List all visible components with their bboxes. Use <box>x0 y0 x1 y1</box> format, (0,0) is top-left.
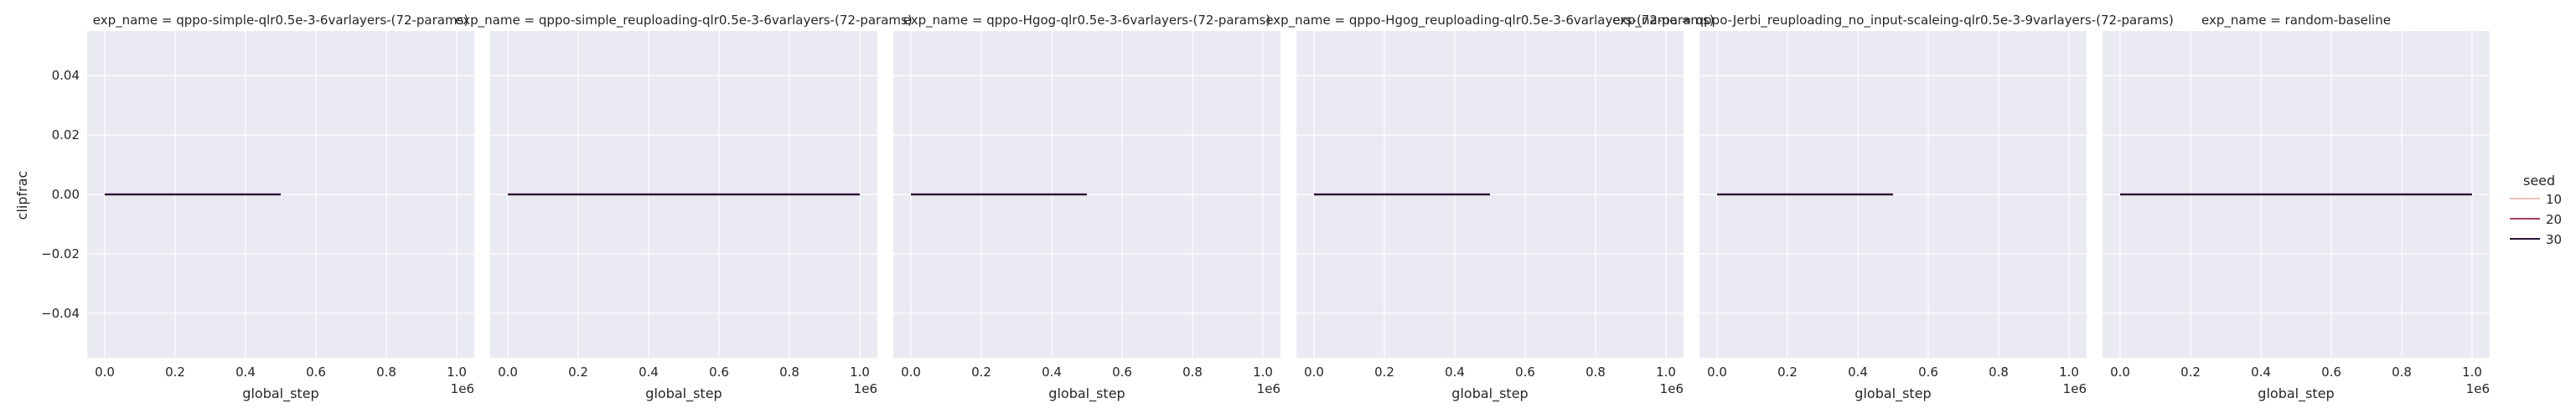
x-tick-label: 0.6 <box>1515 365 1535 380</box>
y-tick-label: 0.04 <box>52 68 80 83</box>
x-tick-label: 0.6 <box>306 365 326 380</box>
x-tick-label: 0.8 <box>1182 365 1203 380</box>
x-tick-label: 0.0 <box>1707 365 1727 380</box>
x-tick-label: 0.6 <box>1918 365 1938 380</box>
x-tick-label: 0.4 <box>1042 365 1062 380</box>
x-tick-label: 0.8 <box>2392 365 2412 380</box>
y-tick-label: 0.02 <box>52 127 80 142</box>
panels: 0.0 0.2 0.4 0.6 0.8 1.0 0.04 0.02 0.00 −0.02 −0.04… <box>41 13 2490 402</box>
panel-3: 0.0 0.2 0.4 0.6 0.8 1.0 exp_name = qppo-Hgog-q… <box>893 13 1280 402</box>
y-tick-label: −0.04 <box>41 306 80 321</box>
x-tick-label: 0.4 <box>639 365 659 380</box>
x-tick-label: 0.2 <box>971 365 991 380</box>
x-tick-label: 0.2 <box>1374 365 1394 380</box>
x-offset-label: 1e6 <box>2063 381 2087 396</box>
x-tick-label: 1.0 <box>2462 365 2482 380</box>
panel-1: 0.0 0.2 0.4 0.6 0.8 1.0 0.04 0.02 0.00 −0.02 −0.04… <box>41 13 474 402</box>
x-tick-label: 0.4 <box>1848 365 1868 380</box>
y-axis-label: clipfrac <box>14 171 30 220</box>
x-tick-label: 1.0 <box>1253 365 1273 380</box>
panel-2: 0.0 0.2 0.4 0.6 0.8 1.0 exp_name = qppo-simple… <box>455 13 912 402</box>
x-tick-label: 0.8 <box>779 365 799 380</box>
x-tick-label: 0.0 <box>901 365 921 380</box>
panel-4: 0.0 0.2 0.4 0.6 0.8 1.0 exp_name = qppo-Hgog_r… <box>1265 13 1714 402</box>
x-tick-label: 0.4 <box>1445 365 1465 380</box>
y-tick-label: −0.02 <box>41 246 80 261</box>
x-tick-label: 0.4 <box>235 365 256 380</box>
x-tick-label: 0.6 <box>2321 365 2341 380</box>
x-offset-label: 1e6 <box>854 381 877 396</box>
panel-6: 0.0 0.2 0.4 0.6 0.8 1.0 exp_name = random-base… <box>2103 13 2490 402</box>
x-tick-label: 0.0 <box>95 365 115 380</box>
y-tick-label: 0.00 <box>52 187 80 202</box>
x-tick-label: 0.4 <box>2251 365 2271 380</box>
x-offset-label: 1e6 <box>451 381 474 396</box>
x-axis-label: global_step <box>242 385 318 402</box>
x-tick-label: 1.0 <box>850 365 870 380</box>
x-tick-label: 0.8 <box>376 365 396 380</box>
x-axis-label: global_step <box>1854 385 1931 402</box>
panel-title: exp_name = qppo-Hgog_reuploading-qlr0.5e… <box>1265 13 1714 28</box>
legend-title: seed <box>2523 173 2555 189</box>
x-tick-label: 0.8 <box>1585 365 1606 380</box>
x-axis-label: global_step <box>1048 385 1125 402</box>
x-axis-label: global_step <box>1451 385 1528 402</box>
x-tick-label: 0.0 <box>498 365 518 380</box>
x-tick-label: 0.2 <box>2180 365 2201 380</box>
legend-label-seed-30: 30 <box>2546 232 2562 247</box>
legend-label-seed-20: 20 <box>2546 212 2562 227</box>
panel-title: exp_name = random-baseline <box>2201 13 2391 28</box>
x-tick-label: 0.0 <box>2110 365 2130 380</box>
x-tick-label: 1.0 <box>2059 365 2079 380</box>
panel-title: exp_name = qppo-simple_reuploading-qlr0.… <box>455 13 912 28</box>
x-tick-label: 0.6 <box>709 365 729 380</box>
x-tick-label: 0.2 <box>165 365 185 380</box>
panel-title: exp_name = qppo-Jerbi_reuploading_no_inp… <box>1612 13 2174 28</box>
x-offset-label: 1e6 <box>1257 381 1280 396</box>
legend: seed 10 20 30 <box>2510 173 2562 247</box>
panel-5: 0.0 0.2 0.4 0.6 0.8 1.0 exp_name = qppo-Jerbi_… <box>1612 13 2174 402</box>
panel-title: exp_name = qppo-Hgog-qlr0.5e-3-6varlayer… <box>903 13 1271 28</box>
x-tick-label: 0.6 <box>1112 365 1132 380</box>
x-axis-label: global_step <box>645 385 722 402</box>
x-offset-label: 1e6 <box>2466 381 2490 396</box>
x-tick-label: 0.2 <box>1777 365 1798 380</box>
panel-title: exp_name = qppo-simple-qlr0.5e-3-6varlay… <box>93 13 469 28</box>
x-offset-label: 1e6 <box>1660 381 1684 396</box>
legend-label-seed-10: 10 <box>2546 192 2562 207</box>
x-tick-label: 0.2 <box>568 365 588 380</box>
x-axis-label: global_step <box>2258 385 2334 402</box>
x-tick-label: 1.0 <box>447 365 467 380</box>
x-tick-label: 0.8 <box>1989 365 2009 380</box>
x-tick-label: 1.0 <box>1656 365 1676 380</box>
x-tick-label: 0.0 <box>1304 365 1324 380</box>
